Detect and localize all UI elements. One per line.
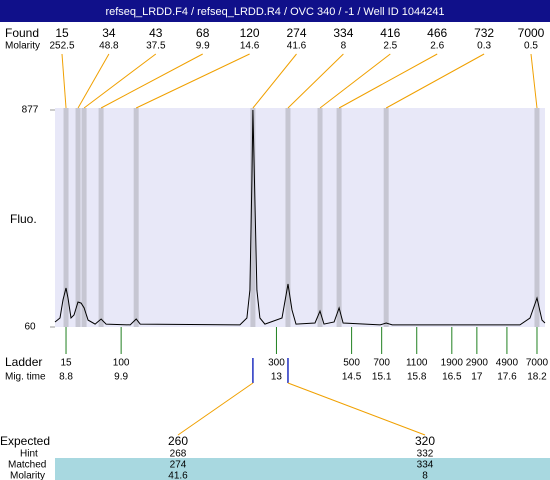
ladder-time: 17 bbox=[471, 372, 483, 383]
found-size: 334 bbox=[333, 26, 353, 40]
ladder-size: 300 bbox=[268, 358, 285, 369]
ladder-size: 500 bbox=[343, 358, 360, 369]
matched-value: 274 bbox=[170, 460, 187, 471]
matched-molarity: 41.6 bbox=[168, 471, 188, 480]
ladder-time: 17.6 bbox=[497, 372, 517, 383]
found-molarity: 2.6 bbox=[430, 41, 444, 52]
found-size: 43 bbox=[149, 26, 163, 40]
found-label: Found bbox=[5, 26, 39, 40]
peak-band bbox=[98, 108, 104, 327]
expected-molarity-label: Molarity bbox=[10, 471, 45, 480]
peak-connector bbox=[385, 53, 485, 109]
matched-band bbox=[55, 458, 550, 480]
peak-connector bbox=[252, 53, 297, 109]
peak-band bbox=[75, 108, 81, 327]
found-molarity: 252.5 bbox=[49, 41, 74, 52]
peak-band bbox=[285, 108, 291, 327]
peak-band bbox=[63, 108, 69, 327]
ladder-time: 13 bbox=[271, 372, 283, 383]
matched-molarity: 8 bbox=[422, 471, 428, 480]
found-size: 120 bbox=[240, 26, 260, 40]
ladder-size: 700 bbox=[373, 358, 390, 369]
peak-band bbox=[336, 108, 342, 327]
ladder-size: 1100 bbox=[406, 358, 428, 369]
ladder-size: 4900 bbox=[496, 358, 519, 369]
expected-size: 260 bbox=[168, 434, 188, 448]
ladder-time: 15.1 bbox=[372, 372, 392, 383]
hint-label: Hint bbox=[20, 449, 38, 460]
ladder-size: 1900 bbox=[441, 358, 464, 369]
found-size: 34 bbox=[102, 26, 116, 40]
ladder-time: 18.2 bbox=[527, 372, 547, 383]
expected-connector bbox=[177, 382, 254, 436]
ladder-size: 15 bbox=[60, 358, 72, 369]
found-molarity: 8 bbox=[341, 41, 347, 52]
ladder-time: 9.9 bbox=[114, 372, 128, 383]
ladder-time: 16.5 bbox=[442, 372, 462, 383]
expected-label: Expected bbox=[0, 434, 50, 448]
peak-connector bbox=[100, 53, 203, 109]
found-size: 15 bbox=[55, 26, 69, 40]
peak-connector bbox=[77, 53, 110, 109]
found-molarity-label: Molarity bbox=[5, 41, 40, 52]
peak-connector bbox=[83, 53, 157, 109]
found-molarity: 41.6 bbox=[287, 41, 307, 52]
peak-band bbox=[534, 108, 540, 327]
found-molarity: 2.5 bbox=[383, 41, 397, 52]
peak-band bbox=[133, 108, 139, 327]
mig-time-label: Mig. time bbox=[5, 372, 46, 383]
found-size: 732 bbox=[474, 26, 494, 40]
ladder-time: 14.5 bbox=[342, 372, 362, 383]
ladder-time: 8.8 bbox=[59, 372, 73, 383]
found-molarity: 0.3 bbox=[477, 41, 491, 52]
peak-band bbox=[250, 108, 256, 327]
hint-value: 332 bbox=[417, 449, 434, 460]
found-size: 466 bbox=[427, 26, 447, 40]
ladder-size: 100 bbox=[113, 358, 130, 369]
peak-connector bbox=[338, 53, 438, 109]
peak-connector bbox=[319, 53, 391, 109]
peak-connector bbox=[135, 53, 250, 109]
ladder-label: Ladder bbox=[5, 355, 42, 369]
peak-band bbox=[317, 108, 323, 327]
found-molarity: 37.5 bbox=[146, 41, 166, 52]
ladder-size: 2900 bbox=[466, 358, 489, 369]
trace bbox=[54, 109, 546, 326]
peak-band bbox=[81, 108, 87, 327]
found-size: 274 bbox=[286, 26, 306, 40]
chart-title: refseq_LRDD.F4 / refseq_LRDD.R4 / OVC 34… bbox=[105, 6, 444, 18]
found-molarity: 9.9 bbox=[196, 41, 210, 52]
ladder-size: 7000 bbox=[526, 358, 549, 369]
found-molarity: 0.5 bbox=[524, 41, 538, 52]
peak-connector bbox=[61, 53, 67, 109]
title-bar bbox=[0, 0, 550, 22]
ladder-time: 15.8 bbox=[407, 372, 427, 383]
y-axis-label: Fluo. bbox=[10, 212, 37, 226]
found-molarity: 14.6 bbox=[240, 41, 260, 52]
hint-value: 268 bbox=[170, 449, 187, 460]
y-tick-label: 877 bbox=[22, 105, 39, 116]
peak-connector bbox=[530, 53, 538, 109]
found-molarity: 48.8 bbox=[99, 41, 119, 52]
expected-connector bbox=[287, 382, 426, 436]
peak-connector bbox=[287, 53, 344, 109]
found-size: 68 bbox=[196, 26, 210, 40]
matched-value: 334 bbox=[417, 460, 434, 471]
plot-area bbox=[55, 108, 545, 327]
found-size: 416 bbox=[380, 26, 400, 40]
found-size: 7000 bbox=[518, 26, 545, 40]
expected-size: 320 bbox=[415, 434, 435, 448]
matched-label: Matched bbox=[8, 460, 46, 471]
y-tick-label: 60 bbox=[24, 322, 36, 333]
peak-band bbox=[383, 108, 389, 327]
